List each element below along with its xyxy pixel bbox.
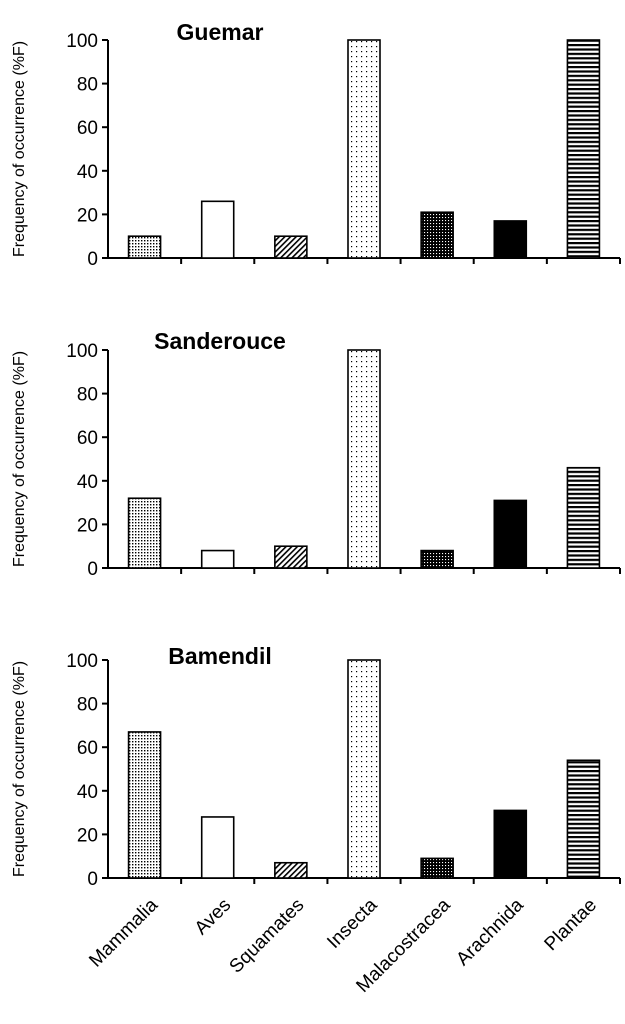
y-tick-label: 20: [77, 515, 98, 536]
category-label-mammalia: Mammalia: [85, 894, 162, 971]
bar-arachnida: [493, 220, 528, 259]
bar-arachnida: [493, 499, 528, 569]
bar-aves: [200, 549, 235, 569]
bar-plantae: [566, 759, 601, 879]
category-label-aves: Aves: [191, 895, 235, 939]
category-label-plantae: Plantae: [541, 895, 601, 955]
bar-malacostracea: [420, 549, 454, 569]
y-tick-label: 40: [77, 782, 98, 803]
y-tick-label: 80: [77, 75, 98, 96]
bar-aves: [200, 816, 235, 879]
category-label-squamates: Squamates: [226, 895, 309, 978]
bar-insecta: [347, 39, 381, 259]
bar-squamates: [274, 861, 308, 879]
bar-squamates: [274, 545, 308, 569]
y-tick-label: 80: [77, 695, 98, 716]
category-label-arachnida: Arachnida: [452, 894, 528, 970]
y-axis-label: Frequency of occurrence (%F): [11, 661, 28, 877]
bar-insecta: [347, 659, 381, 879]
y-tick-label: 100: [66, 31, 98, 52]
y-tick-label: 20: [77, 825, 98, 846]
bar-malacostracea: [420, 857, 454, 879]
panel-title: Guemar: [177, 19, 264, 45]
bar-mammalia: [127, 497, 162, 569]
panel-title: Bamendil: [168, 643, 272, 669]
y-tick-label: 60: [77, 118, 98, 139]
chart-panel-bamendil: 0 20 40 60 80 100 Frequency of occurrence (%F)…: [11, 643, 621, 890]
y-tick-label: 40: [77, 472, 98, 493]
y-tick-label: 60: [77, 428, 98, 449]
bar-mammalia: [127, 731, 162, 879]
category-label-insecta: Insecta: [323, 894, 381, 952]
bar-plantae: [566, 466, 601, 569]
y-tick-label: 0: [87, 559, 98, 580]
y-tick-label: 0: [87, 249, 98, 270]
bar-aves: [200, 200, 235, 259]
bar-plantae: [566, 39, 601, 259]
y-axis-label: Frequency of occurrence (%F): [11, 41, 28, 257]
chart-panel-sanderouce: 0 20 40 60 80 100 Frequency of occurrence (%F)…: [11, 328, 621, 580]
bar-malacostracea: [420, 211, 454, 259]
bar-squamates: [274, 235, 308, 259]
y-tick-label: 40: [77, 162, 98, 183]
y-tick-label: 20: [77, 205, 98, 226]
y-axis-label: Frequency of occurrence (%F): [11, 351, 28, 567]
y-tick-label: 80: [77, 385, 98, 406]
y-tick-label: 0: [87, 869, 98, 890]
bar-insecta: [347, 349, 381, 569]
bar-arachnida: [493, 809, 528, 879]
panel-title: Sanderouce: [154, 328, 286, 354]
y-tick-label: 60: [77, 738, 98, 759]
bar-mammalia: [127, 235, 162, 259]
y-tick-label: 100: [66, 341, 98, 362]
chart-panel-guemar: 0 20 40 60 80 100 Frequency of occurrence (%F)…: [11, 19, 621, 270]
y-tick-label: 100: [66, 651, 98, 672]
